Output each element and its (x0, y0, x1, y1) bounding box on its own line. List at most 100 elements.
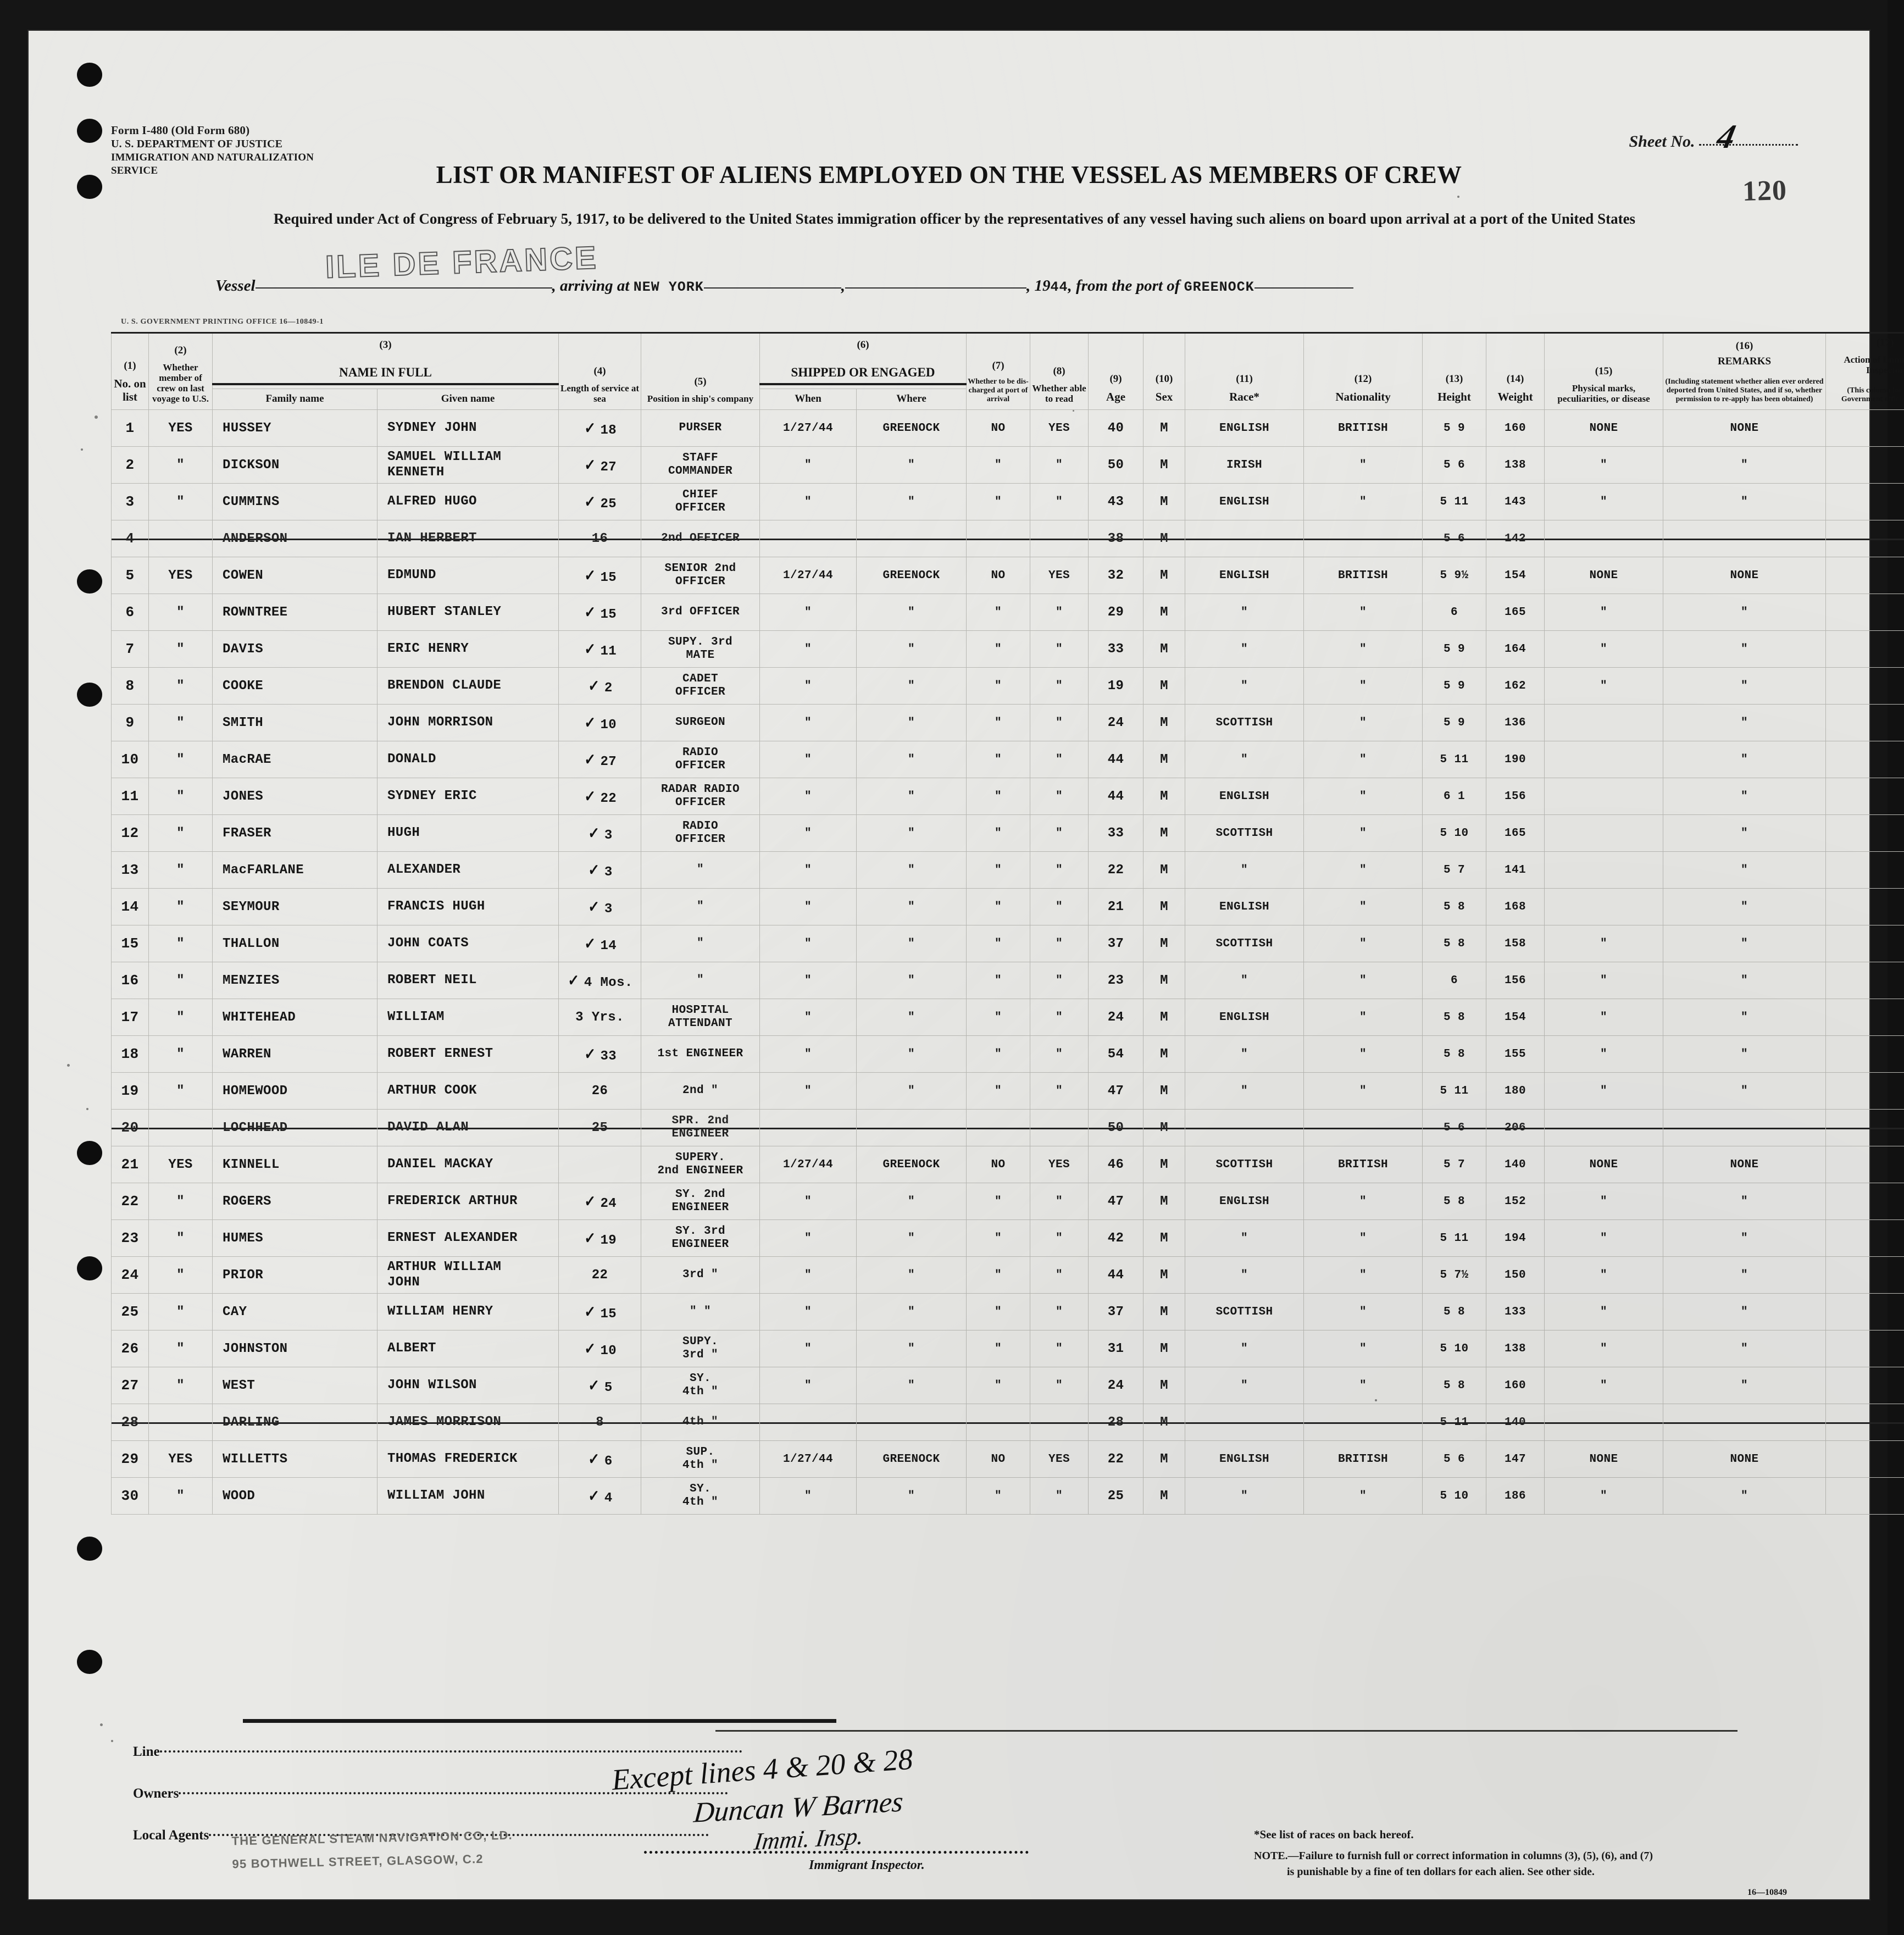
cell-weight: 133 (1486, 1293, 1545, 1331)
cell-height: 5 9 (1422, 704, 1487, 742)
cell-length-of-service: ✓ 18 (558, 409, 642, 447)
cell-age: 33 (1088, 814, 1144, 852)
row-strikethrough (641, 539, 760, 541)
cell-physical-marks: " (1544, 594, 1664, 631)
cell-no: 4 (111, 520, 149, 558)
cell-inspector-action (1825, 1072, 1904, 1110)
row-strikethrough (559, 539, 641, 541)
row-strikethrough (1089, 1422, 1143, 1424)
cell-able-to-read: " (1030, 1477, 1089, 1515)
cell-height: 5 11 (1422, 1072, 1487, 1110)
cell-weight: 190 (1486, 741, 1545, 779)
cell-length-of-service: 25 (558, 1109, 642, 1147)
cell-given-name: SAMUEL WILLIAM KENNETH (376, 446, 559, 484)
cell-race: ENGLISH (1185, 1440, 1305, 1478)
cell-family-name: WILLETTS (212, 1440, 378, 1478)
th-able-to-read: (8) Whether able to read (1030, 332, 1089, 411)
cell-able-to-read: " (1030, 1219, 1089, 1257)
footer-line-row: Line (133, 1744, 820, 1760)
footer-owners-label: Owners (133, 1786, 179, 1801)
row-strikethrough (760, 539, 857, 541)
cell-physical-marks: " (1544, 1072, 1664, 1110)
cell-crew-last-voyage: " (148, 630, 213, 668)
cell-inspector-action (1825, 1219, 1904, 1257)
footer-fields: Line Owners Local Agents (133, 1744, 820, 1870)
cell-crew-last-voyage: YES (148, 1146, 213, 1184)
cell-position: SY. 4th " (641, 1367, 761, 1405)
cell-given-name: JOHN WILSON (376, 1367, 559, 1405)
cell-given-name: ROBERT ERNEST (376, 1035, 559, 1073)
cell-shipped-where: GREENOCK (856, 1440, 967, 1478)
cell-age: 37 (1088, 1293, 1144, 1331)
cell-position: SUP. 4th " (641, 1440, 761, 1478)
cell-able-to-read: " (1030, 446, 1089, 484)
cell-family-name: CAY (212, 1293, 378, 1331)
cell-position: SENIOR 2nd OFFICER (641, 557, 761, 595)
cell-family-name: WARREN (212, 1035, 378, 1073)
cell-physical-marks: " (1544, 1256, 1664, 1294)
punch-hole (77, 1256, 102, 1280)
th-when: When (759, 388, 857, 411)
cell-nationality: " (1303, 1072, 1423, 1110)
cell-shipped-where: " (856, 1219, 967, 1257)
cell-physical-marks (1544, 851, 1664, 889)
row-strikethrough (1030, 539, 1089, 541)
cell-height: 5 9 (1422, 630, 1487, 668)
cell-remarks: " (1663, 1219, 1827, 1257)
name-divider (212, 382, 559, 389)
cell-position: SPR. 2nd ENGINEER (641, 1109, 761, 1147)
cell-weight: 138 (1486, 1330, 1545, 1368)
cell-family-name: JONES (212, 778, 378, 816)
cell-inspector-action (1825, 1367, 1904, 1405)
row-strikethrough (967, 1128, 1030, 1130)
handwritten-check-icon: ✓ (587, 897, 601, 917)
cell-shipped-where: " (856, 1183, 967, 1221)
handwritten-check-icon: ✓ (584, 455, 596, 475)
row-strikethrough (1143, 1422, 1185, 1424)
cell-remarks: " (1663, 704, 1827, 742)
cell-age: 50 (1088, 1109, 1144, 1147)
cell-shipped-when: " (759, 778, 857, 816)
cell-shipped-when: " (759, 1035, 857, 1073)
cell-able-to-read: " (1030, 483, 1089, 521)
cell-weight: 147 (1486, 1440, 1545, 1478)
row-strikethrough (112, 1128, 148, 1130)
cell-inspector-action (1825, 1440, 1904, 1478)
row-strikethrough (1423, 1422, 1486, 1424)
cell-weight: 156 (1486, 778, 1545, 816)
punch-hole (77, 175, 102, 199)
cell-age: 33 (1088, 630, 1144, 668)
table-row: 17 " WHITEHEAD WILLIAM 3 Yrs. HOSPITAL ATTENDA… (111, 999, 1904, 1036)
cell-shipped-where: " (856, 704, 967, 742)
cell-remarks: " (1663, 999, 1827, 1036)
cell-sex: M (1143, 962, 1186, 1000)
cell-given-name: ARTHUR COOK (376, 1072, 559, 1110)
cell-no: 18 (111, 1035, 149, 1073)
row-strikethrough (1826, 1128, 1904, 1130)
cell-sex: M (1143, 1072, 1186, 1110)
cell-height: 5 7 (1422, 851, 1487, 889)
cell-shipped-when: " (759, 1330, 857, 1368)
cell-nationality: " (1303, 483, 1423, 521)
cell-position: RADAR RADIO OFFICER (641, 778, 761, 816)
sheet-number-rule: 4 (1699, 118, 1798, 156)
cell-shipped-where (856, 1109, 967, 1147)
cell-sex: M (1143, 814, 1186, 852)
cell-sex: M (1143, 1183, 1186, 1221)
cell-no: 12 (111, 814, 149, 852)
cell-race: ENGLISH (1185, 483, 1305, 521)
footer-local-agents-label: Local Agents (133, 1828, 209, 1843)
cell-remarks: " (1663, 1035, 1827, 1073)
punch-hole (77, 569, 102, 594)
row-strikethrough (1826, 539, 1904, 541)
cell-shipped-when: " (759, 630, 857, 668)
cell-height: 5 10 (1422, 1477, 1487, 1515)
cell-discharged: " (966, 630, 1031, 668)
th-where: Where (856, 388, 967, 411)
cell-discharged (966, 1109, 1031, 1147)
th-height: (13) Height (1422, 332, 1487, 411)
th-age-label: Age (1106, 390, 1126, 404)
cell-race: " (1185, 594, 1305, 631)
cell-nationality: " (1303, 667, 1423, 705)
table-row: 26 " JOHNSTON ALBERT ✓ 10 SUPY. 3rd " " " " " 31 M " " 5… (111, 1330, 1904, 1368)
